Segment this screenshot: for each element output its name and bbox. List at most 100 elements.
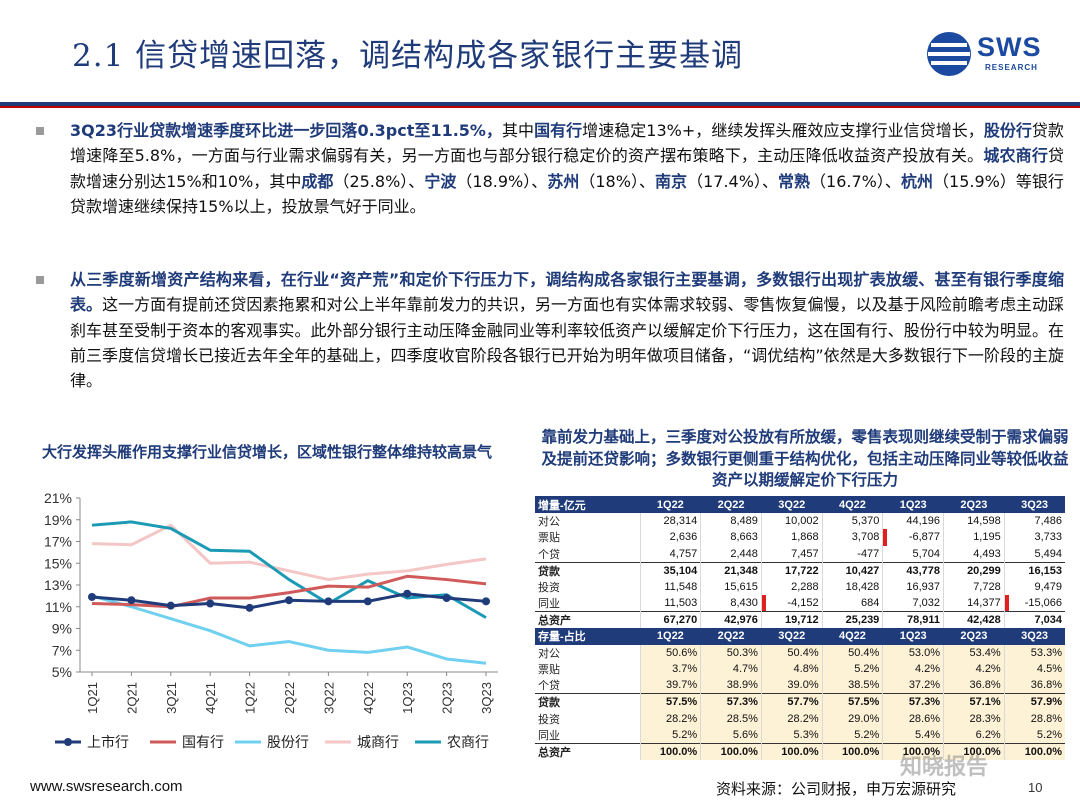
table-cell: -4,152	[760, 594, 823, 612]
bullet-asset-structure: 从三季度新增资产结构来看，在行业“资产荒”和定价下行压力下，调结构成各家银行主要…	[36, 267, 1064, 393]
body-text: 这一方面有提前还贷因素拖累和对公上半年靠前发力的共识，另一方面也有实体需求较弱、…	[70, 295, 1064, 391]
footer-source: 资料来源：公司财报，申万宏源研究	[716, 780, 957, 798]
legend-label: 农商行	[447, 735, 489, 751]
row-label: 对公	[538, 516, 560, 529]
page-number: 10	[1028, 780, 1043, 795]
x-tick-label: 3Q21	[164, 682, 179, 714]
table-cell: 50.6%	[639, 644, 701, 662]
column-header: 1Q22	[640, 496, 701, 513]
table-row: 票贴 2,636 8,663 1,868 3,708 -6,877 1,195 3,733	[535, 529, 1065, 546]
table-cell: 38.9%	[700, 677, 762, 694]
series-point	[206, 599, 215, 608]
series-point	[285, 596, 293, 605]
table-cell: 28.3%	[943, 710, 1005, 727]
table-cell: 39.0%	[760, 677, 823, 694]
bullet-text: 3Q23行业贷款增速季度环比进一步回落0.3pct至11.5%，其中国有行增速稳…	[70, 118, 1064, 219]
column-header: 3Q23	[1004, 627, 1065, 645]
table-cell: 5,370	[821, 513, 883, 530]
column-header: 4Q22	[822, 627, 883, 645]
logo-text: SWS	[977, 32, 1042, 62]
bullet-loan-growth: 3Q23行业贷款增速季度环比进一步回落0.3pct至11.5%，其中国有行增速稳…	[36, 118, 1064, 219]
series-point	[442, 594, 451, 603]
series-point	[482, 597, 490, 606]
table-cell: 9,479	[1003, 578, 1065, 595]
table-cell: 17,722	[760, 561, 823, 579]
table-cell: 14,377	[943, 594, 1005, 612]
table-cell: 53.0%	[882, 644, 944, 662]
table-cell: 42,428	[943, 610, 1005, 628]
table-row: 投资 28.2% 28.5% 28.2% 29.0% 28.6% 28.3% 28.8%	[535, 710, 1065, 727]
row-label: 总资产	[535, 610, 640, 628]
table-cell: 7,457	[760, 545, 823, 563]
row-label: 票贴	[538, 532, 560, 545]
table-cell: 684	[821, 594, 883, 612]
table-cell: 4.8%	[760, 661, 823, 678]
table-cell: 14,598	[943, 513, 1005, 530]
column-header: 1Q23	[882, 627, 944, 645]
table-cell: 8,430	[700, 594, 762, 612]
bold-text: 苏州	[547, 171, 580, 191]
table-cell: 50.4%	[760, 644, 823, 662]
loan-growth-line-chart: 21% 19% 17% 15% 13% 11% 9% 7% 5% 1Q21 2Q21 3Q21 4Q21…	[44, 490, 498, 751]
row-label: 个贷	[538, 548, 560, 561]
table-cell: 4.5%	[1003, 661, 1065, 678]
body-text: （25.8%）、	[333, 171, 425, 191]
table-cell: -15,066	[1003, 594, 1065, 612]
table-cell: 1,195	[943, 529, 1005, 546]
body-text: （17.4%）、	[687, 171, 778, 191]
table-cell: 11,503	[639, 594, 701, 612]
series-point	[88, 592, 96, 601]
page-title: 2.1 信贷增速回落，调结构成各家银行主要基调	[72, 38, 744, 74]
bold-text: 国有行	[534, 121, 583, 140]
table-cell: 28.5%	[700, 710, 762, 727]
y-tick-label: 15%	[44, 555, 72, 571]
legend-label: 城商行	[357, 735, 399, 751]
bold-text: 常熟	[777, 171, 811, 191]
table-cell: 3,708	[821, 529, 883, 546]
column-header: 存量-占比	[535, 627, 640, 645]
table-cell: 5.3%	[760, 726, 823, 744]
bold-text: 成都	[301, 171, 334, 191]
body-text: （15.9%）等银行贷款增速继续保持15%以上，投放景气好于同业。	[70, 171, 1064, 216]
table-cell: 100.0%	[821, 742, 883, 760]
bullet-text: 从三季度新增资产结构来看，在行业“资产荒”和定价下行压力下，调结构成各家银行主要…	[70, 267, 1064, 393]
column-header: 2Q23	[943, 496, 1005, 513]
table-cell: 5.2%	[1003, 726, 1065, 744]
x-tick-label: 3Q22	[321, 682, 336, 714]
body-text: （18.9%）、	[456, 171, 548, 191]
row-label: 票贴	[538, 664, 560, 677]
table-row: 投资 11,548 15,615 2,288 18,428 16,937 7,728 9,47…	[535, 578, 1065, 595]
series-point	[127, 596, 136, 605]
column-header: 4Q22	[822, 496, 883, 513]
x-tick-label: 4Q22	[361, 682, 376, 714]
table-cell: 38.5%	[821, 677, 883, 694]
x-tick-label: 1Q21	[85, 682, 100, 714]
table-cell: 4.2%	[943, 661, 1005, 678]
table-cell: 57.3%	[700, 693, 762, 711]
bold-text: 杭州	[900, 171, 933, 191]
table-cell: 53.4%	[943, 644, 1005, 662]
legend-label: 国有行	[182, 735, 224, 751]
table-cell: 8,663	[700, 529, 762, 546]
table-cell: 39.7%	[639, 677, 701, 694]
table-row: 同业 11,503 8,430 -4,152 684 7,032 14,377 -15,066	[535, 594, 1065, 612]
table-cell: -6,877	[882, 529, 944, 546]
y-tick-label: 9%	[52, 621, 72, 637]
bold-text: 股份行	[983, 121, 1032, 140]
header-rule	[0, 102, 1080, 106]
table-cell: 37.2%	[882, 677, 944, 694]
sws-logo: SWS RESEARCH	[925, 30, 1065, 78]
y-tick-label: 19%	[44, 512, 72, 528]
table-cell: 2,636	[639, 529, 701, 546]
legend-label: 上市行	[87, 734, 129, 751]
table-header-share: 存量-占比 1Q22 2Q22 3Q22 4Q22 1Q23 2Q23 3Q23	[535, 627, 1065, 645]
y-tick-label: 21%	[44, 490, 72, 506]
table-cell: 4.7%	[700, 661, 762, 678]
table-cell: 50.4%	[821, 644, 883, 662]
bold-text: 宁波	[424, 171, 457, 191]
column-header: 2Q22	[700, 627, 762, 645]
footer-url[interactable]: www.swsresearch.com	[30, 778, 183, 795]
table-cell: 4,493	[943, 545, 1005, 563]
table-cell: 5.2%	[821, 661, 883, 678]
table-cell: 5.6%	[700, 726, 762, 744]
